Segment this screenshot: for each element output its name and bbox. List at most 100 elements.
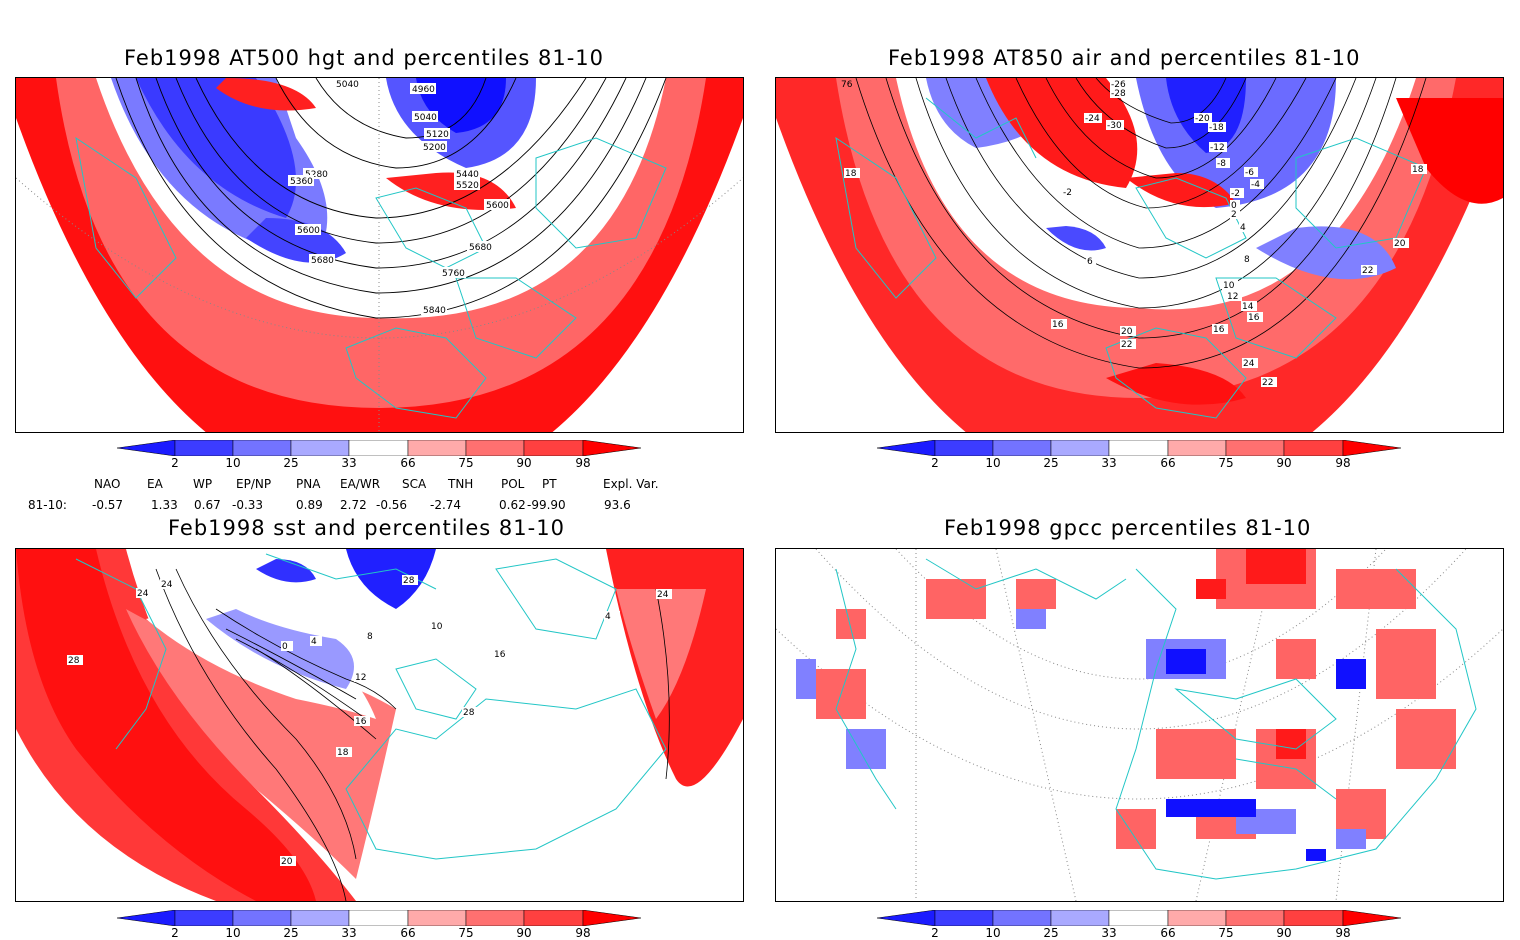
index-value: -0.33 (232, 498, 264, 512)
panel-title-air850: Feb1998 AT850 air and percentiles 81-10 (888, 46, 1361, 70)
index-header: SCA (402, 477, 427, 491)
contour-label: 18 (1412, 165, 1424, 175)
contour-label: 28 (403, 576, 415, 586)
contour-label: 5520 (456, 181, 479, 191)
contour-label: 12 (355, 673, 366, 683)
colorbar-segment (523, 909, 584, 927)
colorbar-top-right: 2 10 25 33 66 75 90 98 (876, 439, 1402, 476)
colorbar-tick-label: 25 (1043, 456, 1059, 470)
contour-label: 5440 (456, 170, 479, 180)
colorbar-segment (1108, 439, 1169, 457)
colorbar-swatches (116, 909, 642, 927)
contour-label: 22 (1121, 340, 1132, 350)
contour-label: 5040 (336, 80, 359, 90)
colorbar-segment (582, 909, 642, 927)
colorbar-tick-label: 2 (931, 926, 939, 940)
colorbar-bottom-left: 2 10 25 33 66 75 90 98 (116, 909, 642, 940)
contour-label: 10 (1223, 281, 1235, 291)
contour-label: 8 (1244, 255, 1250, 265)
colorbar-segment (876, 439, 936, 457)
contour-label: -20 (1195, 114, 1210, 124)
map-hgt500: 5040 4960 5040 5120 5200 5280 5360 5440 … (15, 77, 744, 433)
contour-label: -8 (1217, 159, 1226, 169)
colorbar-segment (1225, 439, 1285, 457)
colorbar-segment (174, 439, 234, 457)
contour-label: 5600 (297, 226, 320, 236)
colorbar-tick-label: 90 (1276, 926, 1292, 940)
index-value: 0.62 (499, 498, 526, 512)
contour-label: 16 (494, 650, 506, 660)
index-value: 1.33 (151, 498, 178, 512)
contour-label: 5680 (469, 243, 492, 253)
colorbar-tick-label: 98 (575, 926, 591, 940)
colorbar-tick-label: 75 (458, 926, 474, 940)
colorbar-segment (407, 909, 467, 927)
colorbar-segment (232, 909, 292, 927)
map-gpcc (775, 548, 1504, 902)
colorbar-swatches (876, 909, 1402, 927)
contour-label: 0 (1231, 201, 1237, 211)
colorbar-segment (992, 909, 1052, 927)
colorbar-tick-label: 75 (1218, 456, 1234, 470)
contour-label: 24 (1243, 359, 1255, 369)
contour-label: -4 (1251, 180, 1260, 190)
contour-label: 2 (1231, 210, 1237, 220)
index-value: 93.6 (604, 498, 631, 512)
contour-label: 28 (68, 656, 80, 666)
colorbar-tick-label: 2 (171, 926, 179, 940)
index-header: POL (501, 477, 525, 491)
contour-label: 24 (657, 590, 669, 600)
colorbar-segment (582, 439, 642, 457)
contour-label: 16 (355, 717, 367, 727)
colorbar-segment (116, 909, 176, 927)
contour-label: -30 (1107, 121, 1122, 131)
colorbar-tick-label: 98 (575, 456, 591, 470)
contour-label: -24 (1085, 114, 1100, 124)
contour-label: 22 (1362, 266, 1373, 276)
panel-title-gpcc: Feb1998 gpcc percentiles 81-10 (944, 516, 1312, 540)
colorbar-swatches (116, 439, 642, 457)
index-value: -0.57 (92, 498, 124, 512)
colorbar-segment (1225, 909, 1285, 927)
colorbar-segment (934, 439, 994, 457)
contour-label: 16 (1213, 325, 1225, 335)
colorbar-tick-label: 90 (1276, 456, 1292, 470)
colorbar-tick-label: 33 (1101, 456, 1117, 470)
colorbar-tick-label: 25 (1043, 926, 1059, 940)
colorbar-tick-label: 66 (400, 926, 416, 940)
colorbar-tick-label: 33 (1101, 926, 1117, 940)
index-value: 2.72 (340, 498, 367, 512)
colorbar-segment (876, 909, 936, 927)
colorbar-tick-label: 10 (985, 926, 1001, 940)
colorbar-segment (523, 439, 584, 457)
colorbar-tick-label: 75 (1218, 926, 1234, 940)
colorbar-segment (290, 909, 350, 927)
colorbar-segment (116, 439, 176, 457)
colorbar-segment (1167, 439, 1227, 457)
contour-label: 12 (1227, 292, 1238, 302)
contour-label: 6 (1087, 257, 1093, 267)
panel-title-sst: Feb1998 sst and percentiles 81-10 (168, 516, 565, 540)
colorbar-tick-label: 25 (283, 456, 299, 470)
contour-label: 28 (463, 708, 475, 718)
index-header: PT (542, 477, 557, 491)
contour-label: 0 (282, 642, 288, 652)
colorbar-segment (232, 439, 292, 457)
colorbar-segment (1050, 909, 1110, 927)
contour-label: -12 (1210, 143, 1225, 153)
index-row-label: 81-10: (28, 498, 67, 512)
index-header: TNH (448, 477, 474, 491)
colorbar-tick-label: 2 (931, 456, 939, 470)
index-value: 0.89 (296, 498, 323, 512)
colorbar-segment (348, 909, 409, 927)
contour-label: -28 (1111, 89, 1126, 99)
index-header: WP (193, 477, 213, 491)
colorbar-segment (1283, 439, 1344, 457)
contour-label: 5120 (426, 130, 449, 140)
colorbar-segment (1108, 909, 1169, 927)
colorbar-tick-label: 98 (1335, 926, 1351, 940)
colorbar-top-left: 2 10 25 33 66 75 90 98 (116, 439, 642, 476)
contour-label: 20 (281, 857, 293, 867)
colorbar-tick-label: 66 (400, 456, 416, 470)
contour-label: 4960 (412, 85, 435, 95)
